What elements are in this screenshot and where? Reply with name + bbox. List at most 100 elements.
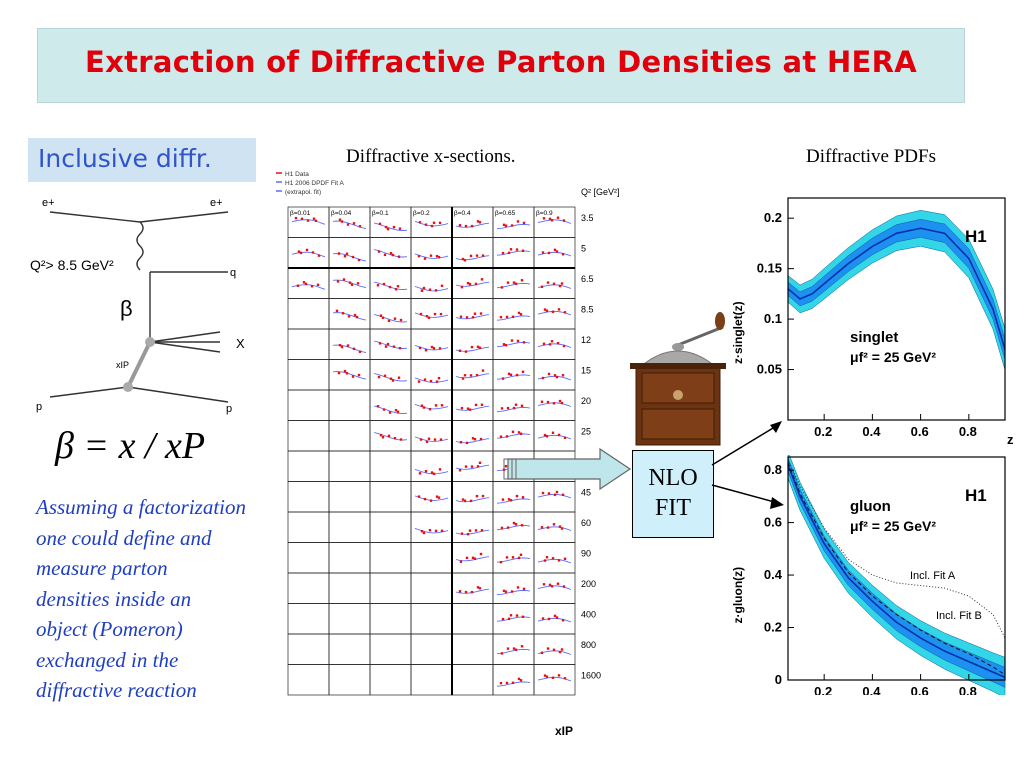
data-point bbox=[553, 374, 557, 377]
grid-cell bbox=[328, 572, 371, 604]
data-point bbox=[419, 312, 423, 316]
data-point bbox=[552, 648, 556, 652]
x-tick-label: 0.6 bbox=[911, 424, 929, 439]
grid-cell bbox=[328, 633, 371, 665]
data-point bbox=[468, 529, 472, 532]
feynman-diagram: e+ e+ Q²> 8.5 GeV² q β X xIP p p bbox=[30, 197, 245, 415]
grid-cell bbox=[369, 359, 412, 391]
grid-cell bbox=[369, 420, 412, 452]
data-point bbox=[550, 585, 554, 588]
data-point bbox=[500, 652, 504, 655]
data-point bbox=[420, 404, 424, 407]
data-point bbox=[391, 379, 395, 382]
data-point bbox=[506, 647, 510, 650]
data-point bbox=[481, 254, 485, 257]
grid-cell bbox=[328, 359, 371, 391]
data-point bbox=[560, 401, 564, 405]
data-point bbox=[543, 559, 547, 562]
q2-row-label: 12 bbox=[581, 335, 591, 345]
data-point bbox=[541, 491, 545, 495]
grid-cell bbox=[287, 267, 330, 299]
panel-label: singlet bbox=[850, 329, 898, 346]
data-point bbox=[392, 345, 396, 348]
beta-column-label: β=0.01 bbox=[290, 210, 311, 217]
data-point bbox=[418, 346, 422, 350]
beta-equation: β = x / xP bbox=[55, 425, 206, 467]
q2-row-label: 45 bbox=[581, 488, 591, 498]
data-point bbox=[557, 559, 561, 562]
data-point bbox=[501, 251, 505, 255]
singlet-pdf-chart: 0.2 0.4 0.6 0.8 0.05 0.1 0.15 0.2 z z·singlet(z) H… bbox=[731, 197, 1014, 447]
data-point bbox=[458, 590, 462, 593]
q2-row-label: 3.5 bbox=[581, 213, 594, 223]
scale-label: μf² = 25 GeV² bbox=[850, 518, 936, 534]
data-point bbox=[464, 590, 468, 594]
panel-label: gluon bbox=[850, 498, 891, 515]
data-point bbox=[517, 556, 521, 560]
data-point bbox=[422, 406, 426, 409]
data-point bbox=[563, 557, 567, 561]
data-point bbox=[560, 648, 564, 651]
data-point bbox=[396, 285, 400, 288]
data-point bbox=[555, 375, 559, 379]
gluon-pdf-chart: 0.2 0.4 0.6 0.8 0 0.2 0.4 0.6 0.8 z z·gluon(z) H1 gl… bbox=[731, 455, 1014, 695]
data-point bbox=[393, 317, 397, 320]
data-point bbox=[465, 441, 469, 445]
grid-cell bbox=[410, 328, 453, 360]
data-point bbox=[558, 284, 562, 288]
data-point bbox=[424, 349, 428, 352]
data-point bbox=[505, 315, 509, 319]
data-point bbox=[458, 224, 462, 227]
grid-cell bbox=[369, 572, 412, 604]
data-point bbox=[383, 253, 387, 257]
data-point bbox=[506, 526, 510, 529]
data-point bbox=[521, 496, 525, 499]
q2-row-label: 800 bbox=[581, 640, 596, 650]
data-point bbox=[511, 430, 515, 434]
data-point bbox=[312, 217, 316, 220]
data-point bbox=[542, 583, 546, 586]
data-point bbox=[499, 560, 503, 564]
data-point bbox=[463, 259, 467, 262]
data-point bbox=[557, 674, 561, 677]
data-point bbox=[377, 250, 381, 253]
beta-column-label: β=0.4 bbox=[454, 210, 471, 217]
data-point bbox=[471, 316, 475, 319]
data-point bbox=[542, 342, 546, 346]
data-point bbox=[545, 435, 549, 438]
data-point bbox=[434, 404, 438, 407]
grid-cell bbox=[451, 298, 494, 330]
data-point bbox=[356, 282, 360, 285]
data-point bbox=[432, 347, 436, 350]
grid-cell bbox=[492, 359, 535, 391]
data-point bbox=[562, 219, 566, 222]
data-point bbox=[514, 282, 518, 285]
data-point bbox=[296, 284, 300, 287]
data-point bbox=[384, 225, 388, 229]
data-point bbox=[504, 590, 508, 593]
data-point bbox=[357, 373, 361, 377]
data-point bbox=[459, 560, 463, 563]
grid-cell bbox=[369, 328, 412, 360]
data-point bbox=[465, 316, 469, 319]
data-point bbox=[514, 403, 518, 406]
data-point bbox=[470, 590, 474, 594]
data-point bbox=[435, 495, 439, 498]
data-point bbox=[507, 251, 511, 255]
nlo-fit-box: NLO FIT bbox=[632, 450, 714, 538]
data-point bbox=[394, 288, 398, 291]
data-point bbox=[473, 557, 477, 560]
label-beta: β bbox=[120, 296, 133, 321]
inclusive-label: Inclusive diffr. bbox=[38, 144, 212, 173]
data-point bbox=[541, 376, 545, 380]
data-point bbox=[378, 222, 382, 226]
grid-cell bbox=[410, 237, 453, 269]
data-point bbox=[346, 344, 350, 347]
grid-cell bbox=[492, 298, 535, 330]
data-point bbox=[561, 619, 565, 622]
data-point bbox=[460, 406, 464, 410]
data-point bbox=[512, 406, 516, 410]
arrow-to-fit bbox=[503, 447, 632, 491]
data-point bbox=[387, 319, 391, 323]
grid-cell bbox=[451, 328, 494, 360]
